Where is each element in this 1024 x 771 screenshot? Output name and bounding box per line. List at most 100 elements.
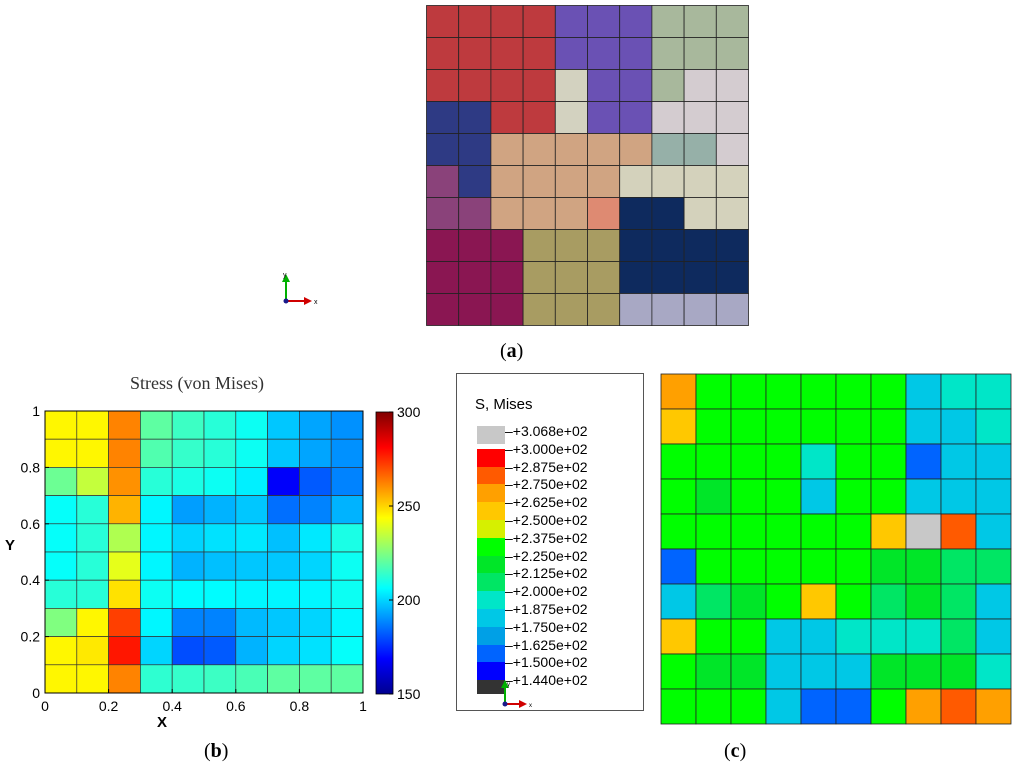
- legend-label: –+2.625e+02: [505, 494, 588, 511]
- grain-cell: [458, 197, 492, 230]
- element-cell: [870, 688, 907, 725]
- legend-swatch: [477, 537, 505, 556]
- element-cell: [660, 618, 697, 655]
- grain-cell: [619, 229, 653, 262]
- element-cell: [975, 548, 1012, 585]
- grain-cell: [683, 261, 717, 294]
- stress-cell: [44, 551, 78, 581]
- grain-cell: [554, 293, 588, 326]
- stress-cell: [76, 608, 109, 637]
- legend-entry: –+2.375e+02: [477, 529, 637, 556]
- grain-cell: [715, 101, 749, 134]
- element-cell: [765, 513, 802, 550]
- element-cell: [800, 548, 837, 585]
- element-cell: [835, 653, 872, 690]
- grain-cell: [522, 261, 556, 294]
- stress-cell: [235, 438, 268, 468]
- stress-cell: [108, 579, 141, 609]
- grain-cell: [522, 133, 556, 166]
- element-cell: [975, 408, 1012, 445]
- stress-cell: [140, 608, 173, 637]
- stress-cell: [235, 636, 268, 666]
- legend-label: –+1.440e+02: [505, 672, 588, 689]
- stress-cell: [235, 579, 268, 609]
- element-cell: [800, 688, 837, 725]
- legend-entry: –+3.068e+02: [477, 422, 637, 444]
- stress-cell: [76, 664, 109, 694]
- grain-cell: [490, 5, 524, 38]
- element-cell: [695, 408, 732, 445]
- grain-cell: [490, 101, 524, 134]
- grain-cell: [651, 69, 685, 102]
- grain-cell: [651, 197, 685, 230]
- element-cell: [730, 618, 767, 655]
- grain-cell: [490, 197, 524, 230]
- legend-swatch: [477, 448, 505, 467]
- element-cell: [800, 373, 837, 410]
- grain-cell: [522, 165, 556, 198]
- grain-cell: [554, 37, 588, 70]
- element-cell: [730, 408, 767, 445]
- element-cell: [660, 373, 697, 410]
- grain-cell: [619, 101, 653, 134]
- stress-cell: [140, 551, 173, 581]
- stress-cell: [171, 523, 205, 553]
- stress-cell: [267, 664, 300, 694]
- grain-cell: [683, 133, 717, 166]
- element-cell: [765, 653, 802, 690]
- legend-entry: –+2.000e+02: [477, 582, 637, 610]
- grain-cell: [458, 229, 492, 262]
- element-cell: [730, 548, 767, 585]
- legend-swatch: [477, 680, 505, 695]
- element-cell: [905, 688, 942, 725]
- element-cell: [940, 583, 977, 620]
- panel-a-axis-triad: y x: [282, 272, 318, 306]
- y-tick-label: 0.6: [21, 516, 41, 532]
- grain-cell: [651, 133, 685, 166]
- stress-cell: [171, 664, 205, 694]
- y-tick-label: 1: [32, 403, 40, 419]
- stress-cell: [330, 636, 364, 666]
- element-cell: [730, 688, 767, 725]
- stress-cell: [235, 608, 268, 637]
- stress-cell: [44, 664, 78, 694]
- panel-a-triad-y-label: y: [283, 272, 287, 279]
- element-cell: [870, 548, 907, 585]
- element-cell: [975, 443, 1012, 480]
- stress-cell: [108, 551, 141, 581]
- element-cell: [660, 478, 697, 515]
- stress-cell: [299, 636, 332, 666]
- stress-cell: [44, 523, 78, 553]
- legend-entry: –+2.875e+02: [477, 458, 637, 485]
- stress-cell: [203, 551, 237, 581]
- colorbar-tick-label: 200: [397, 592, 421, 608]
- y-axis-label: Y: [5, 537, 15, 554]
- grain-cell: [715, 5, 749, 38]
- stress-cell: [108, 664, 141, 694]
- element-cell: [905, 478, 942, 515]
- element-cell: [800, 443, 837, 480]
- element-cell: [660, 513, 697, 550]
- grain-cell: [587, 261, 621, 294]
- grain-cell: [458, 293, 492, 326]
- element-cell: [835, 373, 872, 410]
- legend-entry: –+1.750e+02: [477, 618, 637, 645]
- legend-swatch: [477, 520, 505, 538]
- panel-c-triad-y-label: y: [507, 682, 510, 688]
- element-cell: [800, 478, 837, 515]
- element-cell: [975, 478, 1012, 515]
- legend-swatch: [477, 426, 505, 444]
- grain-cell: [587, 165, 621, 198]
- stress-cell: [108, 523, 141, 553]
- grain-cell: [426, 165, 460, 198]
- stress-cell: [235, 495, 268, 525]
- stress-cell: [108, 438, 141, 468]
- grain-cell: [619, 5, 653, 38]
- grain-cell: [426, 293, 460, 326]
- grain-cell: [619, 37, 653, 70]
- grain-cell: [683, 293, 717, 326]
- stress-cell: [299, 438, 332, 468]
- legend-entry: –+2.625e+02: [477, 493, 637, 521]
- grain-cell: [683, 37, 717, 70]
- element-cell: [800, 408, 837, 445]
